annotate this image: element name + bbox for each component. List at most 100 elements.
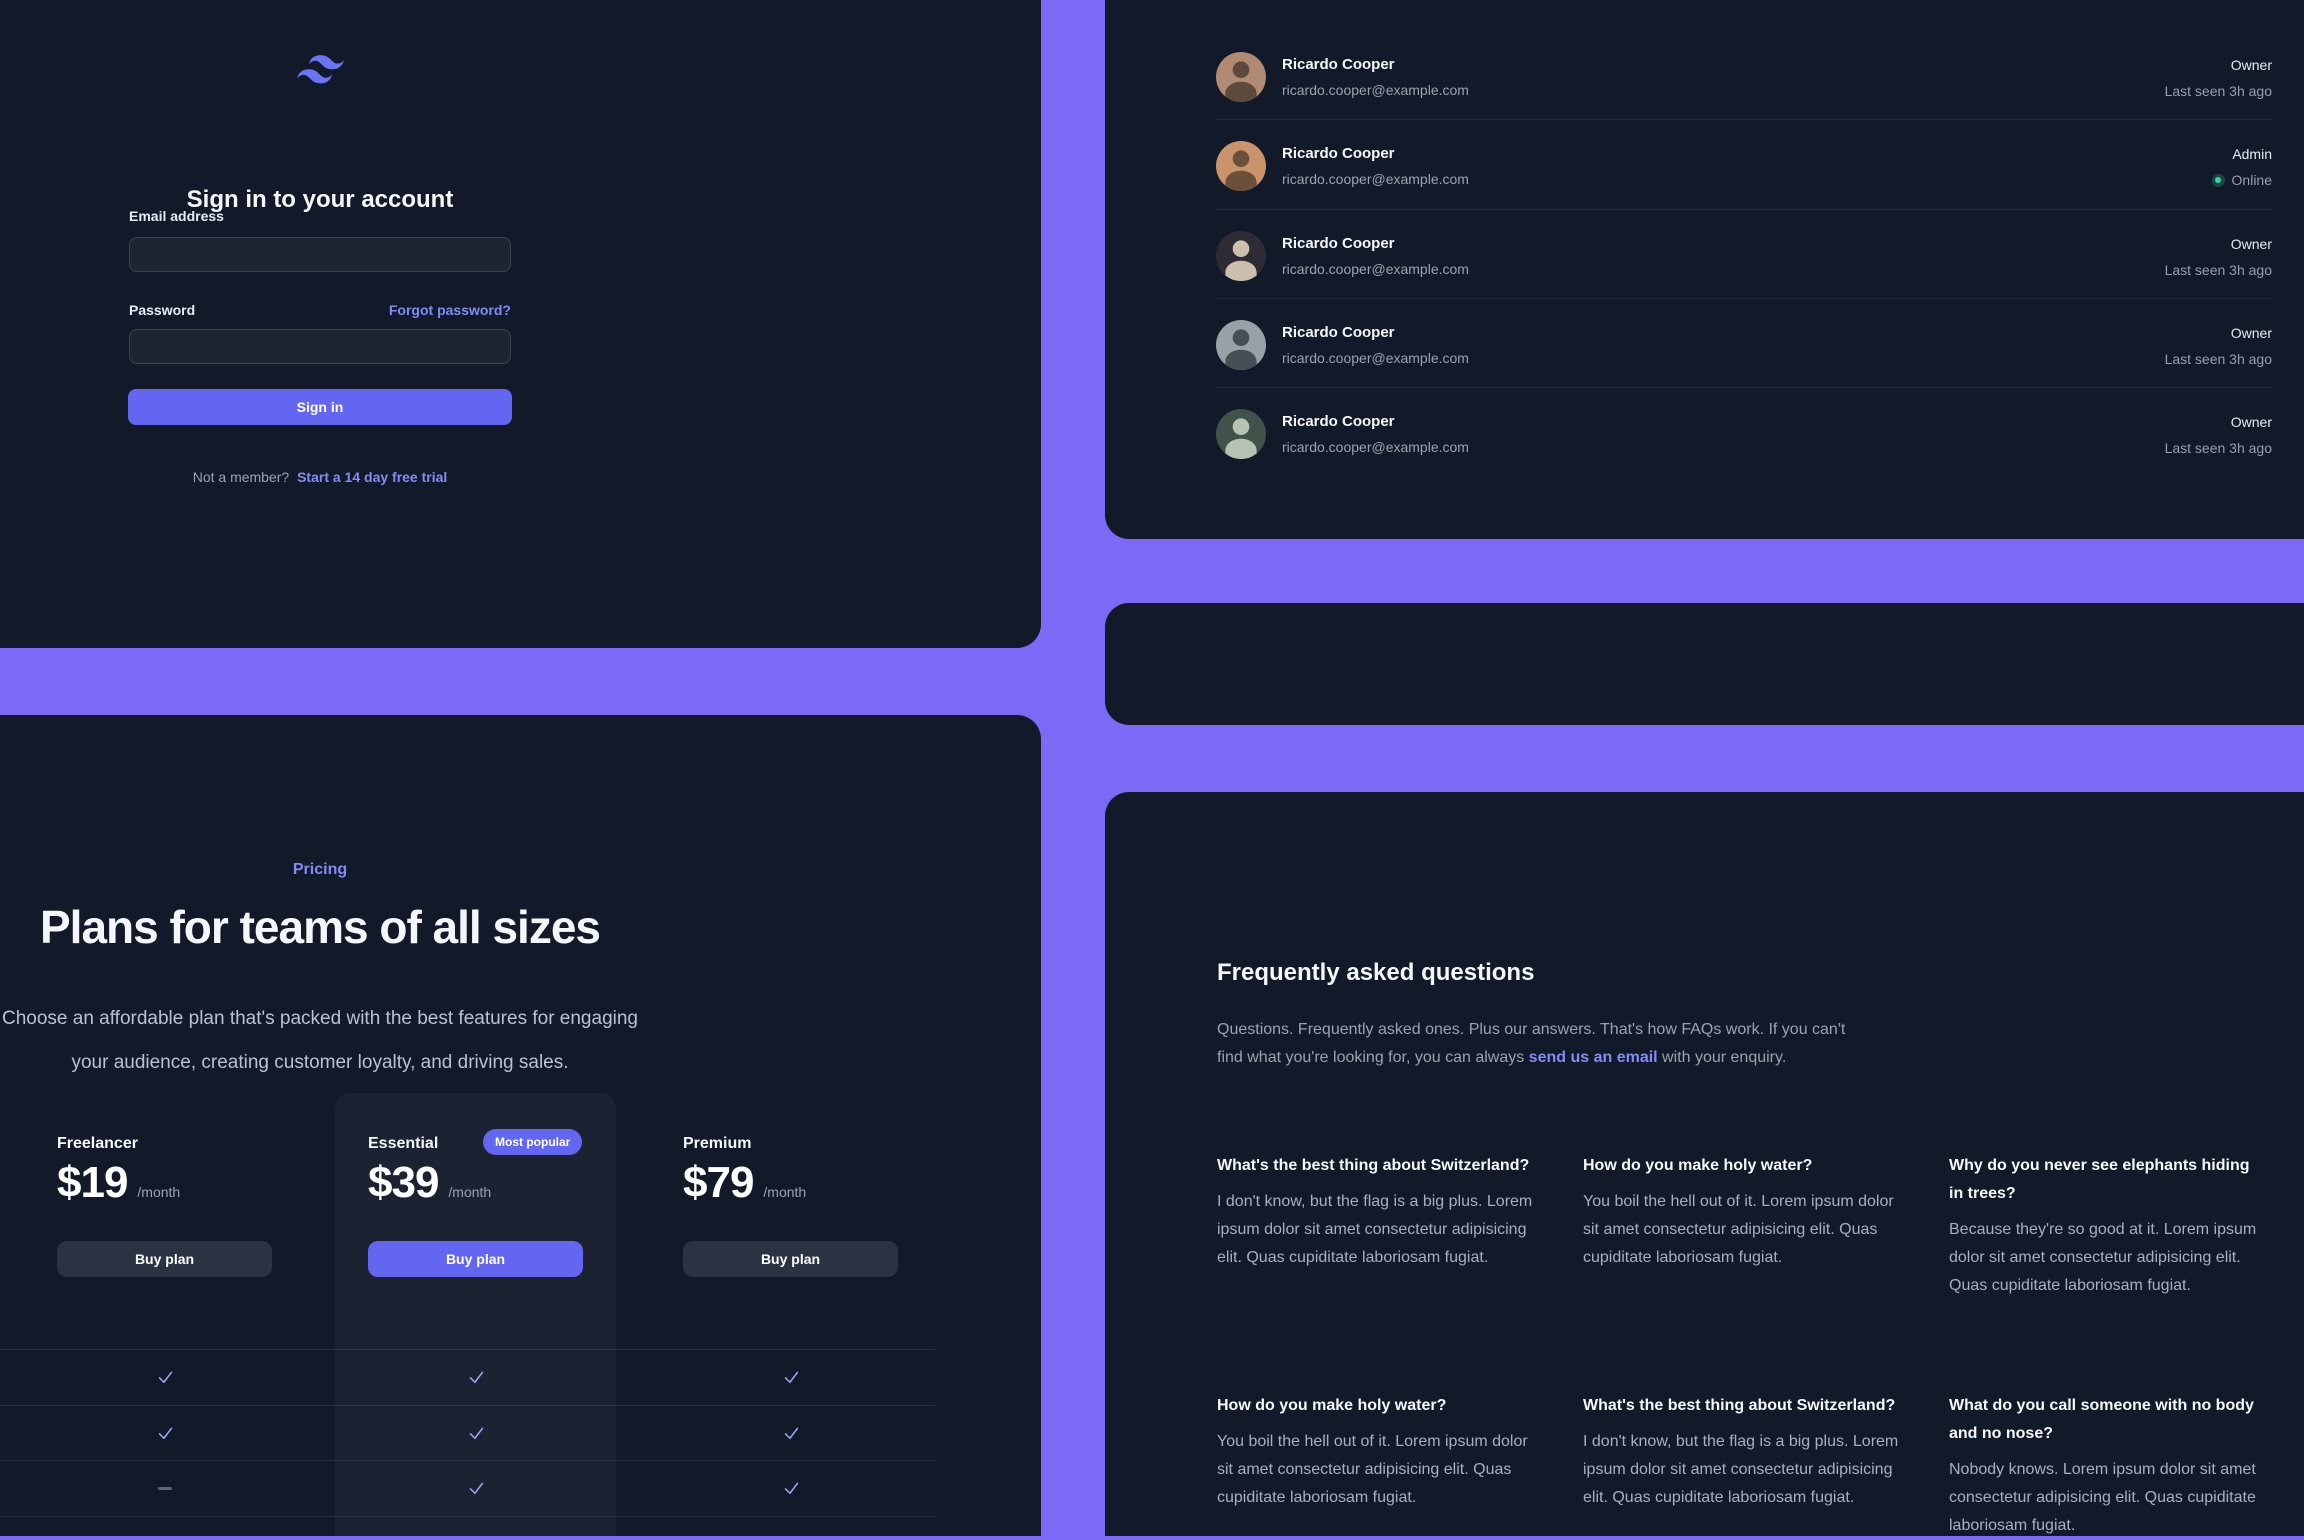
price-period: /month <box>137 1184 181 1200</box>
member-name: Ricardo Cooper <box>1282 413 1395 430</box>
member-role: Admin <box>2232 146 2272 162</box>
table-divider <box>0 1405 935 1406</box>
member-email: ricardo.cooper@example.com <box>1282 171 1469 187</box>
check-icon <box>158 1427 172 1439</box>
member-role: Owner <box>2230 414 2272 430</box>
forgot-password-link[interactable]: Forgot password? <box>388 302 511 318</box>
faq-intro: Questions. Frequently asked ones. Plus o… <box>1217 1016 1957 1072</box>
password-label: Password <box>129 302 196 318</box>
row-divider <box>1215 209 2272 210</box>
faq-answer: You boil the hell out of it. Lorem ipsum… <box>1583 1193 1894 1266</box>
check-icon <box>469 1482 483 1494</box>
row-divider <box>1215 387 2272 388</box>
price-amount: $19 <box>57 1158 128 1207</box>
tier-name-essential: Essential <box>368 1135 439 1152</box>
team-list-panel: Ricardo Cooper ricardo.cooper@example.co… <box>1105 0 2304 539</box>
member-name: Ricardo Cooper <box>1282 235 1395 252</box>
email-label: Email address <box>129 208 224 224</box>
table-divider <box>0 1516 935 1517</box>
avatar <box>1216 231 1266 281</box>
list-item[interactable]: Ricardo Cooper ricardo.cooper@example.co… <box>1216 409 2272 461</box>
check-icon <box>469 1371 483 1383</box>
check-icon <box>784 1482 798 1494</box>
avatar <box>1216 52 1266 102</box>
faq-item: How do you make holy water? You boil the… <box>1583 1152 1901 1272</box>
featured-tier-highlight <box>335 1093 616 1536</box>
feature-cell <box>464 1476 488 1500</box>
feature-cell <box>464 1365 488 1389</box>
pricing-subtitle-line2: your audience, creating customer loyalty… <box>71 1052 569 1073</box>
faq-intro-line2: find what you're looking for, you can al… <box>1217 1044 1957 1072</box>
email-field[interactable] <box>129 237 511 272</box>
faq-question: Why do you never see elephants hiding in… <box>1949 1157 2250 1202</box>
faq-answer: I don't know, but the flag is a big plus… <box>1217 1193 1533 1266</box>
buy-plan-button-freelancer[interactable]: Buy plan <box>57 1241 272 1277</box>
tier-price-essential: $39 /month <box>368 1161 492 1205</box>
list-item[interactable]: Ricardo Cooper ricardo.cooper@example.co… <box>1216 231 2272 283</box>
online-indicator-icon <box>2211 173 2225 187</box>
faq-item: What's the best thing about Switzerland?… <box>1583 1392 1901 1512</box>
list-item[interactable]: Ricardo Cooper ricardo.cooper@example.co… <box>1216 52 2272 104</box>
faq-item: What do you call someone with no body an… <box>1949 1392 2267 1540</box>
list-item[interactable]: Ricardo Cooper ricardo.cooper@example.co… <box>1216 141 2272 193</box>
avatar <box>1216 409 1266 459</box>
signin-heading: Sign in to your account <box>186 186 454 213</box>
check-icon <box>158 1371 172 1383</box>
price-period: /month <box>448 1184 492 1200</box>
faq-item: Why do you never see elephants hiding in… <box>1949 1152 2267 1300</box>
faq-intro-text: find what you're looking for, you can al… <box>1217 1049 1529 1066</box>
price-amount: $79 <box>683 1158 754 1207</box>
member-role: Owner <box>2230 236 2272 252</box>
faq-answer: I don't know, but the flag is a big plus… <box>1583 1433 1899 1506</box>
feature-cell <box>779 1421 803 1445</box>
member-role: Owner <box>2230 57 2272 73</box>
member-email: ricardo.cooper@example.com <box>1282 350 1469 366</box>
list-item[interactable]: Ricardo Cooper ricardo.cooper@example.co… <box>1216 320 2272 372</box>
member-role: Owner <box>2230 325 2272 341</box>
pricing-subtitle-line1: Choose an affordable plan that's packed … <box>2 1008 638 1029</box>
row-divider <box>1215 298 2272 299</box>
badges-panel: Badge Badge Badge Badge Badge Badge Badg… <box>1105 603 2304 1281</box>
feature-cell <box>153 1476 177 1500</box>
member-status: Last seen 3h ago <box>2164 262 2272 278</box>
tier-price-premium: $79 /month <box>683 1158 807 1207</box>
signin-footer: Not a member? Start a 14 day free trial <box>0 469 640 485</box>
faq-item: What's the best thing about Switzerland?… <box>1217 1152 1535 1272</box>
pricing-eyebrow: Pricing <box>292 861 348 878</box>
tier-name-freelancer: Freelancer <box>57 1135 138 1152</box>
faq-question: What do you call someone with no body an… <box>1949 1397 2254 1442</box>
tier-name-premium: Premium <box>683 1135 752 1152</box>
faq-title: Frequently asked questions <box>1217 959 1535 986</box>
send-email-link[interactable]: send us an email <box>1528 1049 1658 1066</box>
faq-answer: Nobody knows. Lorem ipsum dolor sit amet… <box>1949 1461 2256 1534</box>
feature-cell <box>153 1421 177 1445</box>
table-divider <box>0 1460 935 1461</box>
avatar <box>1216 141 1266 191</box>
feature-cell <box>153 1365 177 1389</box>
feature-cell <box>779 1365 803 1389</box>
buy-plan-button-premium[interactable]: Buy plan <box>683 1241 898 1277</box>
price-period: /month <box>763 1184 807 1200</box>
faq-intro-line1: Questions. Frequently asked ones. Plus o… <box>1217 1021 1846 1038</box>
feature-cell <box>464 1421 488 1445</box>
check-icon <box>784 1371 798 1383</box>
buy-plan-button-essential[interactable]: Buy plan <box>368 1241 583 1277</box>
faq-question: What's the best thing about Switzerland? <box>1583 1397 1896 1414</box>
faq-question: What's the best thing about Switzerland? <box>1217 1157 1530 1174</box>
member-name: Ricardo Cooper <box>1282 145 1395 162</box>
member-status-text: Online <box>2231 172 2272 188</box>
free-trial-link[interactable]: Start a 14 day free trial <box>297 469 448 485</box>
faq-intro-text: with your enquiry. <box>1657 1049 1787 1066</box>
row-divider <box>1215 119 2272 120</box>
member-name: Ricardo Cooper <box>1282 324 1395 341</box>
sign-in-button[interactable]: Sign in <box>128 389 512 425</box>
member-status: Last seen 3h ago <box>2164 351 2272 367</box>
member-name: Ricardo Cooper <box>1282 56 1395 73</box>
password-field[interactable] <box>129 329 511 364</box>
table-divider <box>0 1349 935 1350</box>
member-email: ricardo.cooper@example.com <box>1282 82 1469 98</box>
faq-panel: Frequently asked questions Questions. Fr… <box>1105 792 2304 1536</box>
signin-panel: Sign in to your account Email address Pa… <box>0 0 1041 648</box>
feature-cell <box>779 1476 803 1500</box>
faq-question: How do you make holy water? <box>1583 1157 1813 1174</box>
